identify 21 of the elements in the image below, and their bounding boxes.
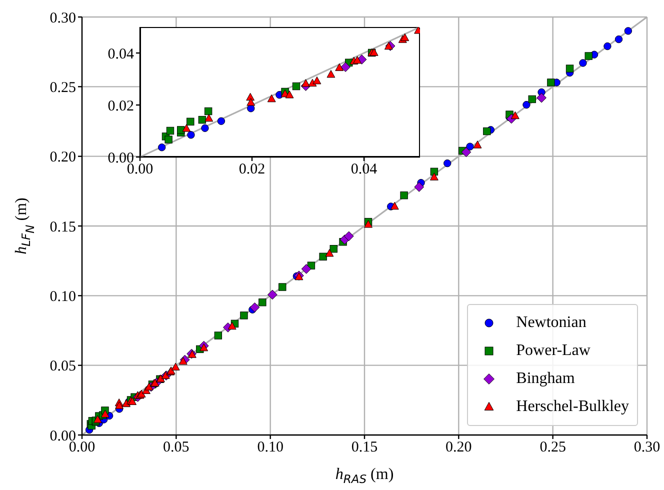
x-tick-label: 0.04 — [350, 162, 378, 178]
y-tick-label: 0.04 — [108, 46, 134, 62]
y-tick-label: 0.05 — [50, 358, 76, 375]
x-tick-label: 0.05 — [163, 440, 190, 456]
x-axis-title: h$_{RAS}$ (m) — [335, 466, 394, 486]
y-tick-label: 0.20 — [50, 150, 76, 166]
y-tick-label: 0.15 — [50, 219, 76, 236]
x-tick-label: 0.25 — [540, 440, 566, 456]
x-tick-label: 0.10 — [257, 440, 284, 456]
x-tick-label: 0.02 — [238, 162, 266, 178]
legend-label: Power-Law — [516, 342, 590, 360]
y-tick-label: 0.30 — [50, 10, 76, 26]
legend-label: Newtonian — [516, 314, 586, 332]
x-tick-label: 0.30 — [634, 440, 660, 456]
legend-label: Bingham — [516, 370, 575, 388]
y-tick-label: 0.02 — [108, 98, 134, 114]
legend-label: Herschel-Bulkley — [516, 398, 629, 416]
y-tick-label: 0.10 — [50, 288, 76, 305]
x-tick-label: 0.15 — [351, 440, 378, 456]
y-tick-label: 0.25 — [50, 80, 76, 96]
x-tick-label: 0.20 — [446, 440, 472, 456]
